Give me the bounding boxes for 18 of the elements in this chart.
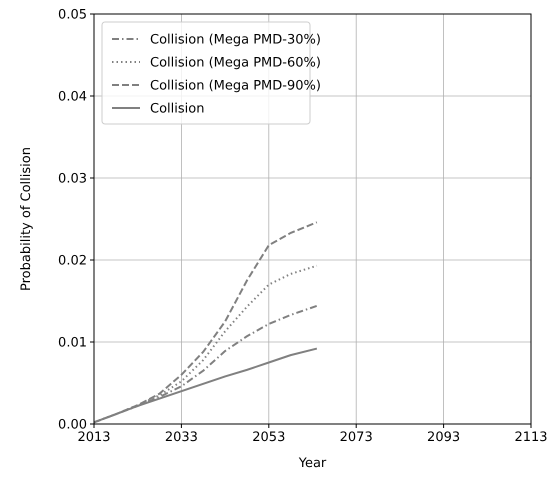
- x-tick-label: 2013: [77, 430, 111, 445]
- legend-label: Collision (Mega PMD-60%): [150, 56, 321, 70]
- x-tick-label: 2053: [252, 430, 286, 445]
- legend-label: Collision (Mega PMD-30%): [150, 32, 321, 48]
- y-tick-label: 0.03: [58, 172, 87, 186]
- x-tick-label: 2033: [164, 430, 198, 445]
- y-tick-label: 0.02: [58, 254, 87, 268]
- y-tick-label: 0.00: [58, 418, 87, 432]
- y-tick-label: 0.05: [58, 8, 87, 22]
- x-tick-label: 2073: [340, 430, 373, 445]
- legend-label: Collision (Mega PMD-90%): [150, 78, 321, 94]
- x-tick-label: 2113: [514, 430, 548, 445]
- legend-label: Collision: [150, 102, 204, 116]
- x-tick-label: 2093: [427, 430, 460, 445]
- y-tick-label: 0.04: [58, 90, 87, 104]
- x-axis-title: Year: [298, 456, 327, 471]
- y-axis-title: Probability of Collision: [19, 147, 34, 291]
- y-tick-label: 0.01: [58, 336, 87, 350]
